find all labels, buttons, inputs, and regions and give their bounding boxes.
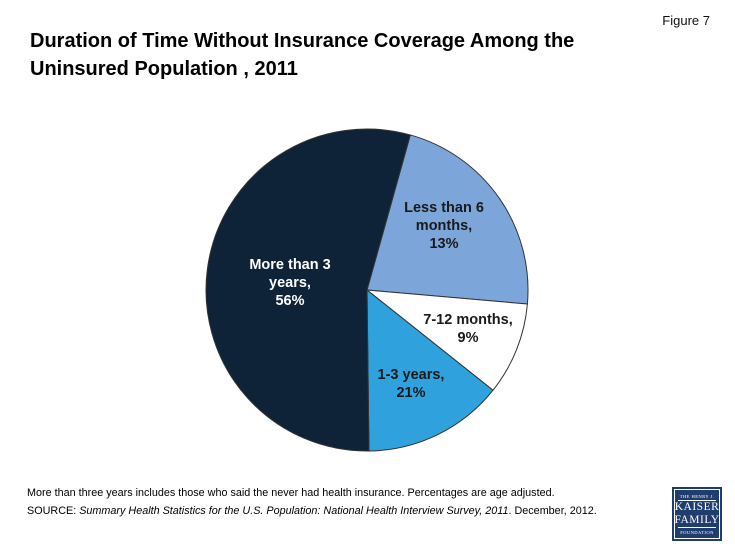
chart-title: Duration of Time Without Insurance Cover…: [30, 27, 650, 83]
footnote-text: More than three years includes those who…: [27, 487, 555, 499]
slice-label-line: 56%: [275, 293, 305, 309]
pie-slice-more-than-3-years: [205, 128, 411, 452]
logo-text-kaiser: KAISER: [674, 501, 720, 513]
chart-title-line1: Duration of Time Without Insurance Cover…: [30, 30, 575, 52]
slice-label-line: months,: [415, 218, 473, 234]
slice-label-line: 13%: [429, 236, 459, 252]
slice-label-line: years,: [269, 275, 311, 291]
logo-text-family: FAMILY: [674, 513, 720, 526]
kaiser-family-foundation-logo: THE HENRY J. KAISER FAMILY FOUNDATION: [672, 487, 722, 541]
slice-label-line: Less than 6: [404, 200, 484, 216]
source-suffix: . December, 2012.: [508, 505, 597, 517]
logo-inner-frame: THE HENRY J. KAISER FAMILY FOUNDATION: [674, 489, 720, 539]
slice-label-more-than-3-years: More than 3 years, 56%: [249, 256, 330, 310]
slice-label-line: 1-3 years,: [377, 367, 445, 383]
slice-label-line: More than 3: [249, 257, 331, 273]
slice-label-line: 7-12 months,: [423, 312, 513, 328]
logo-text-foundation: FOUNDATION: [678, 527, 716, 536]
figure-number-label: Figure 7: [662, 13, 710, 28]
slice-label-less-than-6-months: Less than 6 months, 13%: [404, 199, 484, 253]
source-citation: Summary Health Statistics for the U.S. P…: [79, 505, 509, 517]
source-text: SOURCE: Summary Health Statistics for th…: [27, 505, 597, 517]
pie-slice-1-3-years: [366, 289, 494, 452]
slice-label-line: 21%: [396, 385, 426, 401]
chart-title-line2: Uninsured Population , 2011: [30, 58, 298, 80]
slice-label-line: 9%: [457, 330, 479, 346]
pie-slice-less-than-6-months: [366, 134, 529, 305]
logo-text-top: THE HENRY J.: [678, 492, 716, 501]
slice-label-7-12-months: 7-12 months, 9%: [423, 311, 512, 347]
source-prefix: SOURCE:: [27, 505, 80, 517]
slice-label-1-3-years: 1-3 years, 21%: [378, 366, 445, 402]
pie-slice-7-12-months: [366, 289, 528, 391]
